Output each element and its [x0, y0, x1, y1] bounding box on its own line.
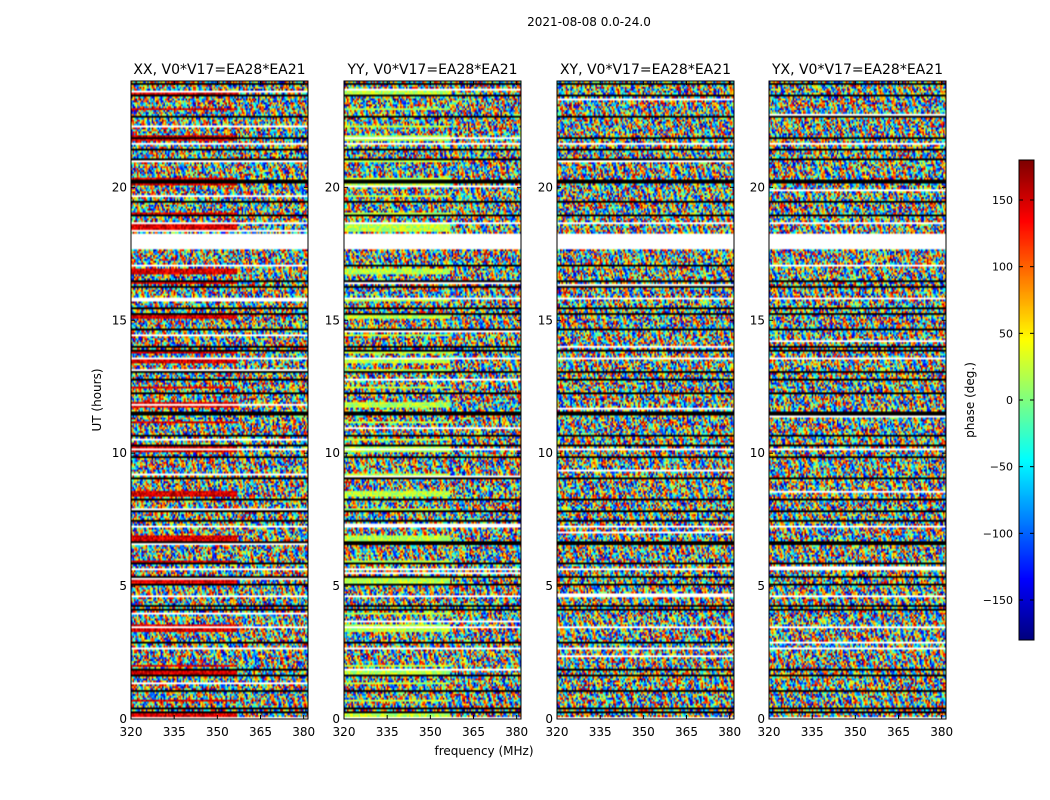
- panel-3-title: XY, V0*V17=EA28*EA21: [560, 62, 731, 78]
- y-tick-label: 10: [750, 446, 765, 460]
- y-tick-label: 20: [325, 180, 340, 194]
- panel-2: YY, V0*V17=EA28*EA21 320 335 350 365 380 0 5 10 1…: [325, 62, 528, 739]
- y-tick-label: 20: [112, 180, 127, 194]
- y-tick-label: 5: [545, 579, 553, 593]
- panel-3-heatmap: [557, 81, 734, 719]
- x-axis-label: frequency (MHz): [434, 744, 533, 758]
- colorbar-gradient: [1019, 160, 1034, 640]
- y-tick-label: 0: [757, 712, 765, 726]
- y-tick-label: 15: [538, 313, 553, 327]
- colorbar: −150 −100 −50 0 50 100 150: [983, 159, 1035, 641]
- y-axis-label: UT (hours): [90, 368, 104, 431]
- colorbar-tick-label: 50: [999, 327, 1013, 340]
- panel-2-title: YY, V0*V17=EA28*EA21: [346, 62, 517, 78]
- y-tick-label: 20: [538, 180, 553, 194]
- x-tick-label: 350: [419, 725, 442, 739]
- colorbar-tick-label: −100: [983, 527, 1013, 540]
- panels-group: XX, V0*V17=EA28*EA21 320 335 350 365 380 0 5 10 1…: [112, 62, 953, 739]
- colorbar-tick-label: −50: [990, 461, 1013, 474]
- y-tick-label: 10: [325, 446, 340, 460]
- x-tick-label: 380: [292, 725, 315, 739]
- colorbar-tick-label: 150: [992, 194, 1013, 207]
- panel-1-frame: [130, 80, 309, 720]
- panel-2-heatmap: [344, 81, 521, 719]
- y-tick-label: 0: [119, 712, 127, 726]
- x-tick-label: 365: [675, 725, 698, 739]
- panel-1-title: XX, V0*V17=EA28*EA21: [133, 62, 305, 78]
- panel-4-title: YX, V0*V17=EA28*EA21: [771, 62, 943, 78]
- x-tick-label: 365: [887, 725, 910, 739]
- y-tick-label: 5: [332, 579, 340, 593]
- panel-4: YX, V0*V17=EA28*EA21 320 335 350 365 380 0 5 10 1…: [750, 62, 953, 739]
- y-tick-label: 15: [750, 313, 765, 327]
- colorbar-tick-label: −150: [983, 594, 1013, 607]
- x-tick-label: 320: [758, 725, 781, 739]
- x-tick-label: 380: [718, 725, 741, 739]
- y-tick-label: 15: [112, 313, 127, 327]
- x-tick-label: 335: [376, 725, 399, 739]
- y-tick-label: 5: [119, 579, 127, 593]
- y-tick-label: 10: [538, 446, 553, 460]
- panel-1-heatmap: [131, 81, 308, 719]
- panel-3: XY, V0*V17=EA28*EA21 320 335 350 365 380 0 5 10 1…: [538, 62, 741, 739]
- y-tick-label: 0: [332, 712, 340, 726]
- x-tick-label: 320: [546, 725, 569, 739]
- colorbar-tick-label: 100: [992, 261, 1013, 274]
- x-tick-label: 335: [589, 725, 612, 739]
- panel-1: XX, V0*V17=EA28*EA21 320 335 350 365 380 0 5 10 1…: [112, 62, 315, 739]
- x-tick-label: 350: [844, 725, 867, 739]
- panel-4-heatmap: [769, 81, 946, 719]
- y-tick-label: 0: [545, 712, 553, 726]
- x-tick-label: 350: [206, 725, 229, 739]
- x-tick-label: 335: [801, 725, 824, 739]
- y-tick-label: 5: [757, 579, 765, 593]
- panel-4-frame: [768, 80, 947, 720]
- figure-title: 2021-08-08 0.0-24.0: [527, 15, 651, 29]
- y-tick-label: 15: [325, 313, 340, 327]
- colorbar-tick-label: 0: [1006, 394, 1013, 407]
- y-tick-label: 20: [750, 180, 765, 194]
- x-tick-label: 380: [505, 725, 528, 739]
- x-tick-label: 365: [462, 725, 485, 739]
- x-tick-label: 365: [249, 725, 272, 739]
- panel-2-frame: [343, 80, 522, 720]
- panel-3-frame: [556, 80, 735, 720]
- x-tick-label: 320: [120, 725, 143, 739]
- colorbar-label: phase (deg.): [963, 362, 977, 438]
- x-tick-label: 350: [632, 725, 655, 739]
- x-tick-label: 335: [163, 725, 186, 739]
- x-tick-label: 320: [333, 725, 356, 739]
- y-tick-label: 10: [112, 446, 127, 460]
- x-tick-label: 380: [930, 725, 953, 739]
